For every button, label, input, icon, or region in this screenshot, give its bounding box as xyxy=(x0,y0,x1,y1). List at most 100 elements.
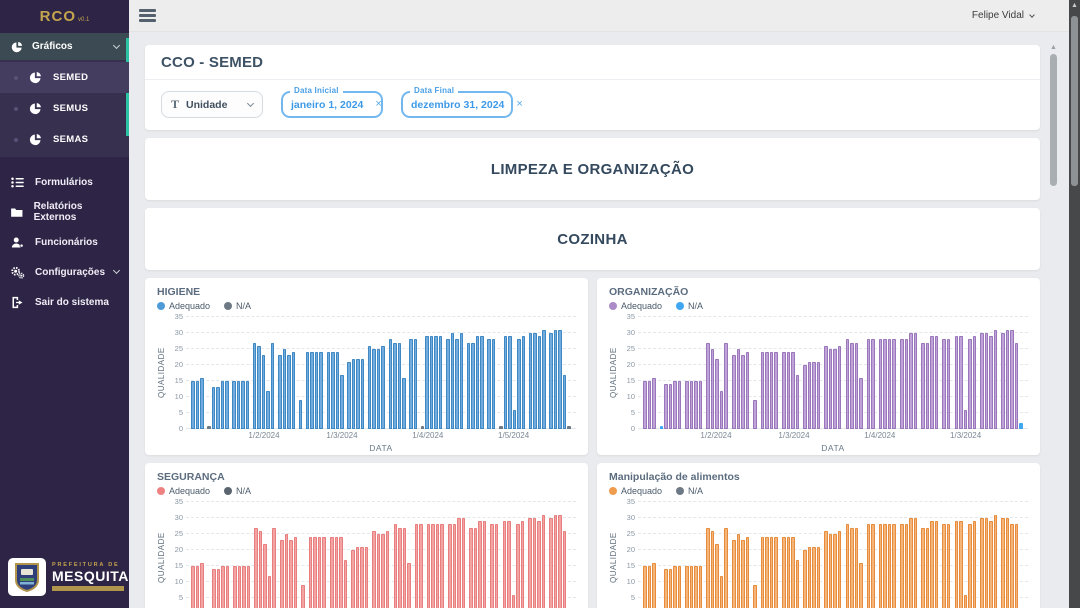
bar xyxy=(385,530,390,608)
bar-group xyxy=(549,317,571,429)
data-inicial-field[interactable]: Data Inicial janeiro 1, 2024 × xyxy=(281,86,383,118)
bar xyxy=(414,524,419,608)
bar xyxy=(715,543,719,608)
unidade-select[interactable]: T Unidade xyxy=(161,91,263,118)
bar xyxy=(984,518,989,608)
y-axis-title: QUALIDADE xyxy=(157,347,166,399)
sidebar-item-semed[interactable]: SEMED xyxy=(0,62,129,93)
window-scrollbar[interactable]: ▲ xyxy=(1069,0,1080,608)
sidebar-item-graficos[interactable]: Gráficos xyxy=(0,33,129,60)
bar-group xyxy=(824,317,842,429)
legend-item[interactable]: Adequado xyxy=(157,301,210,311)
bar xyxy=(803,550,807,608)
legend-item[interactable]: Adequado xyxy=(609,301,662,311)
bar xyxy=(694,566,698,608)
data-final-field[interactable]: Data Final dezembro 31, 2024 × xyxy=(401,86,523,118)
bar xyxy=(310,352,314,429)
bar xyxy=(252,342,257,429)
bar-group xyxy=(706,317,728,429)
scrollbar-thumb[interactable] xyxy=(1050,54,1057,186)
bar-na xyxy=(420,425,425,429)
sidebar-item-funcionarios[interactable]: Funcionários xyxy=(0,227,129,257)
bar xyxy=(241,381,245,429)
bar xyxy=(803,365,807,429)
content-scrollbar[interactable]: ▲ xyxy=(1050,44,1057,594)
sidebar-item-semas[interactable]: SEMAS xyxy=(0,124,129,155)
bar xyxy=(921,527,925,608)
bar xyxy=(402,377,406,429)
y-tick-label: 15 xyxy=(626,561,635,570)
x-axis-title: DATA xyxy=(821,443,845,453)
bar-group xyxy=(845,317,863,429)
bar xyxy=(191,381,195,429)
chart-card-manipulacao: Manipulação de alimentos Adequado N/A QUA… xyxy=(597,463,1040,608)
bar xyxy=(968,339,972,429)
bar xyxy=(760,352,765,429)
bar-group xyxy=(980,317,998,429)
bar xyxy=(993,329,998,429)
y-tick-label: 20 xyxy=(626,545,635,555)
y-tick-label: 5 xyxy=(178,593,183,603)
hamburger-menu-icon[interactable] xyxy=(139,7,156,25)
scroll-up-icon[interactable]: ▲ xyxy=(1050,44,1057,51)
bar xyxy=(963,594,967,608)
bar xyxy=(459,333,464,429)
gridline xyxy=(638,565,1028,566)
gridline xyxy=(638,316,1028,317)
sidebar-item-formularios[interactable]: Formulários xyxy=(0,167,129,197)
bar xyxy=(719,575,724,608)
bar xyxy=(710,530,715,608)
legend-item[interactable]: Adequado xyxy=(609,486,662,496)
sidebar-item-label: Gráficos xyxy=(32,41,73,52)
sidebar-item-semus[interactable]: SEMUS xyxy=(0,93,129,124)
sidebar-item-sair-do-sistema[interactable]: Sair do sistema xyxy=(0,287,129,317)
bar xyxy=(221,566,225,608)
sidebar-item-configuracoes[interactable]: Configurações xyxy=(0,257,129,287)
bar xyxy=(549,518,553,608)
gridline xyxy=(638,348,1028,349)
bar xyxy=(795,374,800,429)
bar xyxy=(322,537,326,608)
legend-item[interactable]: Adequado xyxy=(157,486,210,496)
bar xyxy=(393,524,398,608)
legend-item[interactable]: N/A xyxy=(224,301,251,311)
clear-icon[interactable]: × xyxy=(375,98,382,110)
bar xyxy=(786,352,791,429)
scroll-up-icon[interactable]: ▲ xyxy=(1071,2,1078,9)
scrollbar-thumb[interactable] xyxy=(1071,16,1078,186)
bar xyxy=(736,534,741,608)
pie-chart-icon xyxy=(11,41,23,52)
y-tick-label: 25 xyxy=(174,344,183,353)
bar xyxy=(225,381,229,429)
legend-item[interactable]: N/A xyxy=(676,486,703,496)
clear-icon[interactable]: × xyxy=(516,98,523,110)
bar xyxy=(381,534,385,608)
bar xyxy=(925,342,930,429)
sidebar-item-label: SEMUS xyxy=(53,103,89,114)
y-tick-label: 0 xyxy=(178,424,183,433)
sidebar-item-relatorios-externos[interactable]: Relatórios Externos xyxy=(0,197,129,227)
bar xyxy=(528,518,532,608)
bar-na xyxy=(659,425,664,429)
bar xyxy=(930,521,934,608)
bar xyxy=(334,537,339,608)
bar xyxy=(741,355,745,429)
bar-group xyxy=(732,317,750,429)
chevron-down-icon xyxy=(1029,11,1035,18)
bar xyxy=(245,381,250,429)
bar xyxy=(959,521,963,608)
bar xyxy=(921,342,925,429)
bar xyxy=(289,540,293,608)
legend-item[interactable]: N/A xyxy=(224,486,251,496)
legend-item[interactable]: N/A xyxy=(676,301,703,311)
chart-plot: QUALIDADE 0 5 10 15 20 25 30 35 xyxy=(609,312,1028,433)
bar xyxy=(425,336,429,429)
legend-label: N/A xyxy=(688,301,704,311)
bar-group xyxy=(1001,502,1023,608)
bar xyxy=(769,537,774,608)
app-logo-text: RCO xyxy=(39,8,76,25)
sidebar-item-label: Relatórios Externos xyxy=(33,201,83,223)
bar xyxy=(883,339,887,429)
user-menu[interactable]: Felipe Vidal xyxy=(972,10,1035,21)
data-final-value: dezembro 31, 2024 xyxy=(411,98,505,111)
